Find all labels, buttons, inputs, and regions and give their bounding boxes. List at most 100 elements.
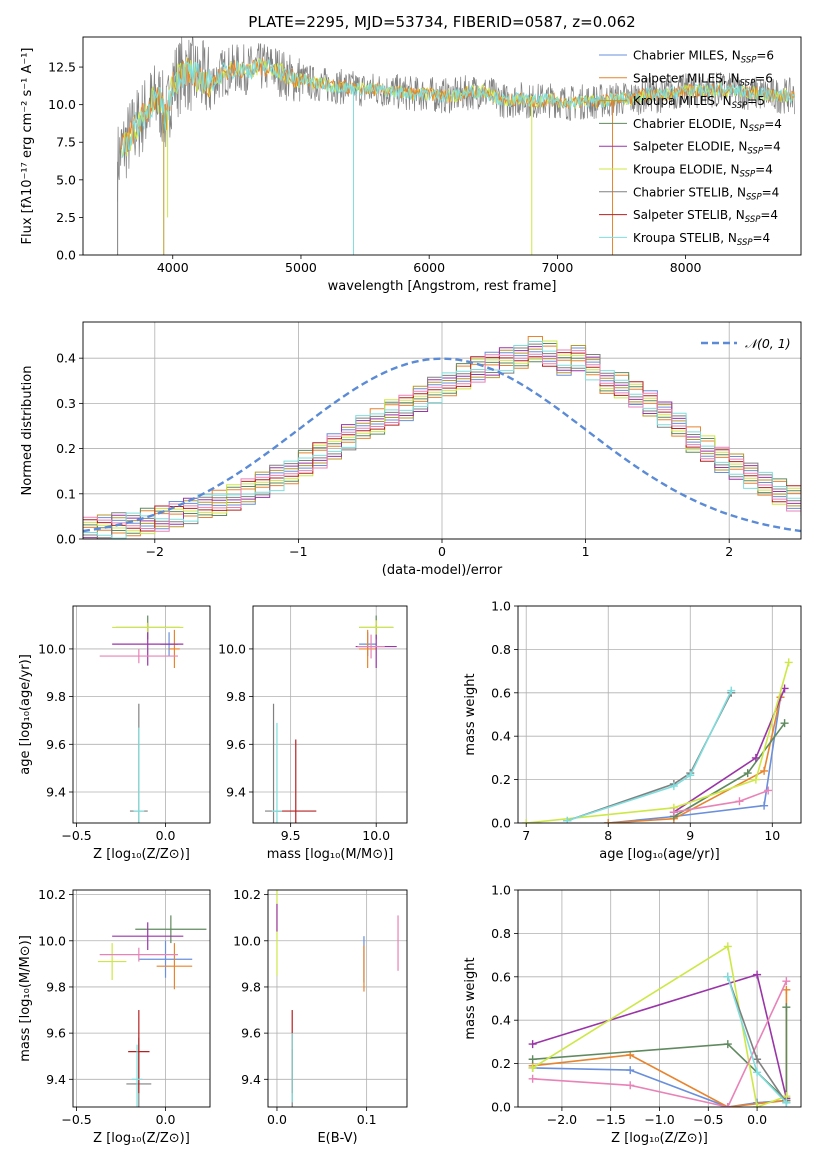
weight-marker-chabrier-miles <box>626 1066 635 1075</box>
histogram-pink <box>83 349 801 532</box>
weight-marker-salpeter-elodie <box>753 970 762 979</box>
y-tick-label: 10.0 <box>218 641 246 656</box>
weight-marker-kroupa-elodie <box>723 942 732 951</box>
legend-entry: Salpeter ELODIE, NSSP=4 <box>633 140 781 157</box>
weight-marker-chabrier-elodie <box>743 769 752 778</box>
weight-marker-chabrier-elodie <box>528 1055 537 1064</box>
x-axis-label: Z [log₁₀(Z/Z⊙)] <box>93 1131 190 1146</box>
model-spectrum-salpeter-miles <box>121 57 796 154</box>
weight-marker-kroupa-stelib <box>686 771 695 780</box>
y-tick-label: 10.0 <box>233 933 261 948</box>
weight-marker-kroupa-elodie <box>753 1103 762 1107</box>
y-tick-label: 9.6 <box>46 1026 66 1041</box>
weight-marker-kroupa-stelib <box>727 686 736 695</box>
spectrum-panel: 4000 5000 6000 7000 8000 0.0 2.5 5.0 7.5 10.0 12.5… <box>20 36 802 294</box>
x-tick-label: 1 <box>582 544 590 559</box>
weight-vs-age-panel: 7 8 9 10 0.0 0.2 0.4 0.6 0.8 1.0 age [log₁₀(age/yr… <box>463 599 802 862</box>
x-axis-label: wavelength [Angstrom, rest frame] <box>328 279 557 294</box>
y-tick-label: 0.2 <box>491 1056 511 1071</box>
x-tick-label: 4000 <box>157 260 189 275</box>
y-tick-label: 10.0 <box>38 933 66 948</box>
plot-area <box>264 615 397 823</box>
x-axis-label: Z [log₁₀(Z/Z⊙)] <box>93 847 190 862</box>
y-tick-label: 0.0 <box>56 532 76 547</box>
y-tick-label: 0.6 <box>491 685 511 700</box>
x-tick-label: 0.0 <box>156 1112 176 1127</box>
axes-frame <box>72 605 211 824</box>
y-tick-label: 0.2 <box>491 772 511 787</box>
weight-marker-pink <box>528 1074 537 1083</box>
y-tick-label: 9.4 <box>226 785 246 800</box>
mass-vs-metallicity-panel: −0.5 0.0 9.4 9.6 9.8 10.0 10.2 Z [log₁₀(Z/Z⊙)] m… <box>18 887 211 1146</box>
plot-area <box>83 336 801 539</box>
y-tick-label: 0.1 <box>56 486 76 501</box>
weight-marker-salpeter-miles <box>782 985 791 994</box>
legend-entry: Kroupa STELIB, NSSP=4 <box>633 231 770 248</box>
weight-marker-chabrier-miles <box>760 801 769 810</box>
y-tick-label: 9.8 <box>46 979 66 994</box>
x-tick-label: 10.0 <box>362 828 390 843</box>
weight-line-kroupa-elodie <box>526 662 790 823</box>
x-tick-label: −1.0 <box>644 1112 674 1127</box>
y-tick-label: 9.6 <box>241 1026 261 1041</box>
y-tick-label: 0.8 <box>491 926 511 941</box>
x-tick-label: −1.5 <box>596 1112 626 1127</box>
y-tick-label: 9.8 <box>46 689 66 704</box>
x-tick-label: 0.0 <box>156 828 176 843</box>
weight-marker-chabrier-elodie <box>723 1040 732 1049</box>
weight-marker-kroupa-stelib <box>669 782 678 791</box>
x-axis-label: mass [log₁₀(M/M⊙)] <box>267 847 394 862</box>
weight-marker-kroupa-stelib <box>563 816 572 823</box>
y-tick-label: 9.4 <box>46 1072 66 1087</box>
x-tick-label: −2.0 <box>547 1112 577 1127</box>
y-axis-label: mass weight <box>463 673 478 755</box>
axes-frame <box>82 36 802 256</box>
y-tick-label: 9.4 <box>46 785 66 800</box>
plot-area <box>522 658 793 823</box>
y-tick-label: 1.0 <box>491 883 511 898</box>
x-tick-label: 8000 <box>670 260 702 275</box>
weight-marker-pink <box>669 808 678 817</box>
age-vs-metallicity-panel: −0.5 0.0 9.4 9.6 9.8 10.0 Z [log₁₀(Z/Z⊙)] age [… <box>18 605 211 862</box>
legend-entry: 𝒩(0, 1) <box>745 336 791 351</box>
y-tick-label: 12.5 <box>48 60 76 75</box>
y-axis-label: Flux [fλ10⁻¹⁷ erg cm⁻² s⁻¹ A⁻¹] <box>20 48 35 245</box>
axes-frame <box>267 889 408 1108</box>
y-tick-label: 0.4 <box>491 729 511 744</box>
legend-entry: Chabrier MILES, NSSP=6 <box>633 49 774 66</box>
weight-marker-salpeter-miles <box>604 819 613 823</box>
y-tick-label: 9.6 <box>46 737 66 752</box>
y-tick-label: 7.5 <box>56 135 76 150</box>
x-tick-label: −0.5 <box>693 1112 723 1127</box>
x-tick-label: 2 <box>725 544 733 559</box>
histogram-kroupa-miles <box>83 345 801 539</box>
legend-entry: Kroupa MILES, NSSP=5 <box>633 94 765 111</box>
y-tick-label: 0.2 <box>56 441 76 456</box>
x-tick-label: 0.0 <box>747 1112 767 1127</box>
histogram-kroupa-stelib <box>83 341 801 539</box>
spectrum-title: PLATE=2295, MJD=53734, FIBERID=0587, z=0… <box>248 13 635 31</box>
y-tick-label: 0.6 <box>491 969 511 984</box>
x-tick-label: 5000 <box>285 260 317 275</box>
weight-marker-kroupa-stelib <box>723 972 732 981</box>
y-tick-label: 0.0 <box>491 1100 511 1115</box>
weight-marker-salpeter-elodie <box>528 1040 537 1049</box>
y-tick-label: 0.8 <box>491 642 511 657</box>
weight-line-pink <box>532 980 788 1107</box>
x-tick-label: 8 <box>604 828 612 843</box>
x-axis-label: Z [log₁₀(Z/Z⊙)] <box>611 1131 708 1146</box>
legend-entry: Chabrier ELODIE, NSSP=4 <box>633 117 782 134</box>
weight-marker-chabrier-stelib <box>753 1055 762 1064</box>
axes-frame <box>252 605 408 824</box>
weight-marker-pink <box>723 1103 732 1107</box>
y-tick-label: 0.3 <box>56 396 76 411</box>
x-tick-label: 9 <box>686 828 694 843</box>
plot-area <box>117 37 796 255</box>
histogram-kroupa-elodie <box>83 340 801 535</box>
x-tick-label: 0 <box>438 544 446 559</box>
weight-marker-pink <box>626 1081 635 1090</box>
weight-marker-kroupa-stelib <box>782 1098 791 1107</box>
plot-area <box>97 915 207 1107</box>
x-tick-label: −0.5 <box>61 1112 91 1127</box>
weight-line-kroupa-stelib <box>566 690 733 822</box>
